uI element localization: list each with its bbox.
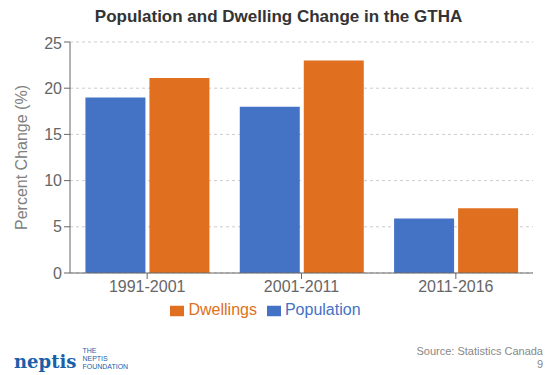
svg-text:2001-2011: 2001-2011 [264, 278, 339, 295]
svg-text:15: 15 [44, 126, 62, 143]
html-text:THE NEPTIS FOUNDATION: THE NEPTIS FOUNDATION [82, 346, 129, 370]
svg-text:2011-2016: 2011-2016 [418, 278, 493, 295]
svg-text:5: 5 [53, 218, 62, 235]
svg-text:25: 25 [44, 35, 62, 52]
html-text:9: 9 [536, 357, 543, 370]
svg-text:0: 0 [53, 265, 62, 282]
html-text:Dwellings: Dwellings [188, 301, 257, 318]
html-text:neptis: neptis [14, 351, 77, 372]
html-text:Population and Dwelling Change: Population and Dwelling Change in the GT… [94, 7, 463, 26]
svg-text:1991-2001: 1991-2001 [109, 278, 186, 295]
html-text:Source: Statistics Canada: Source: Statistics Canada [416, 344, 543, 357]
html-text:Population: Population [284, 301, 361, 318]
svg-text:20: 20 [44, 80, 62, 97]
svg-text:Percent Change (%): Percent Change (%) [13, 85, 30, 230]
svg-text:10: 10 [44, 172, 62, 189]
